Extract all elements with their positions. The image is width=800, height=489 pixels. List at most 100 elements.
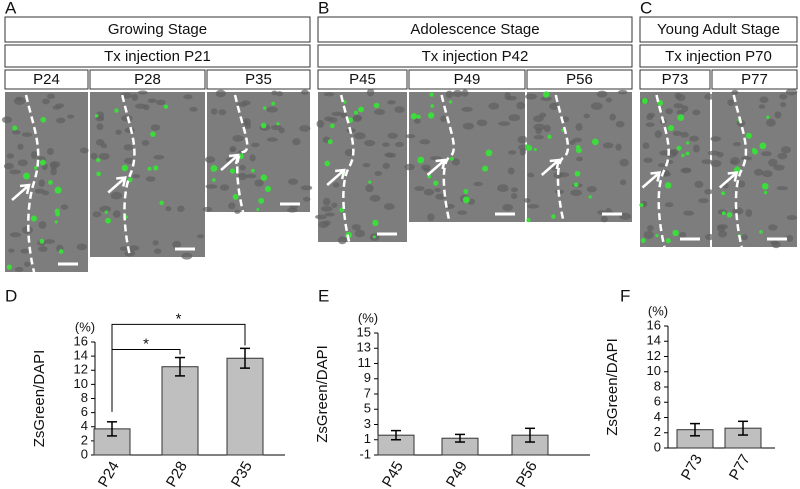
cell: [90, 152, 98, 160]
cell: [20, 248, 30, 254]
cell: [643, 231, 654, 239]
cell: [324, 212, 335, 217]
cell: [647, 225, 654, 232]
cell: [300, 185, 313, 191]
cell: [692, 109, 701, 116]
y-tick-label: 0: [654, 439, 661, 454]
x-tick-label: P45: [379, 458, 407, 489]
cell: [681, 105, 689, 113]
cell: [266, 106, 278, 113]
green-cell: [329, 123, 335, 129]
cell: [413, 117, 421, 124]
green-cell: [114, 108, 119, 113]
cell: [42, 98, 50, 105]
cell: [38, 179, 46, 187]
green-cell: [33, 166, 38, 170]
green-cell: [147, 166, 152, 171]
cell: [150, 124, 161, 131]
cell: [570, 189, 582, 196]
green-cell: [417, 156, 425, 164]
cell: [619, 158, 629, 167]
cell: [383, 203, 395, 210]
cell: [234, 209, 241, 214]
boundary: [554, 94, 570, 223]
cell: [670, 148, 679, 156]
x-tick-label: P28: [163, 458, 191, 489]
cell: [540, 96, 552, 102]
green-cell: [262, 106, 267, 110]
cell: [517, 135, 528, 144]
timepoint-label: P28: [134, 71, 161, 88]
boundary: [339, 94, 355, 243]
green-cell: [726, 212, 733, 218]
green-cell: [429, 92, 434, 97]
timepoint-label: P73: [662, 71, 689, 88]
cell: [364, 139, 376, 147]
cell: [145, 176, 156, 182]
cell: [704, 188, 713, 195]
green-cell: [721, 211, 726, 216]
cell: [609, 113, 616, 121]
green-cell: [752, 148, 758, 155]
green-cell: [105, 217, 111, 224]
green-cell: [665, 238, 671, 244]
cell: [271, 124, 282, 131]
cell: [323, 220, 331, 226]
cell: [95, 111, 105, 120]
cell: [266, 137, 278, 142]
cell: [701, 159, 714, 165]
panel-letter: F: [620, 286, 630, 305]
green-cell: [104, 210, 108, 214]
green-cell: [655, 234, 659, 238]
cell: [510, 193, 518, 200]
green-cell: [588, 195, 592, 199]
cell: [732, 207, 744, 215]
green-cell: [232, 193, 239, 200]
cell: [476, 119, 488, 127]
green-cell: [96, 157, 101, 163]
cell: [779, 93, 788, 100]
green-cell: [766, 115, 770, 119]
cell: [202, 206, 213, 212]
cell: [549, 102, 560, 110]
cell: [99, 205, 112, 213]
green-cell: [547, 134, 552, 139]
x-tick-label: P24: [95, 458, 123, 489]
cell: [153, 248, 162, 254]
cell: [758, 104, 766, 109]
cell: [76, 243, 88, 251]
cell: [716, 151, 724, 158]
green-cell: [96, 171, 101, 177]
panel-letter: C: [640, 0, 652, 17]
y-axis-label: ZsGreen/DAPI: [604, 338, 621, 436]
arrow: [107, 176, 127, 194]
cell: [249, 154, 256, 162]
panel-letter: B: [318, 0, 329, 17]
green-cell: [372, 219, 379, 227]
arrow: [540, 158, 561, 176]
cell: [508, 114, 521, 122]
cell: [254, 179, 264, 187]
cell: [445, 90, 454, 99]
cell: [680, 131, 689, 138]
cell: [733, 142, 741, 147]
injection-box: [639, 44, 798, 68]
boundary: [655, 94, 670, 248]
cell: [683, 210, 695, 216]
error-bar: [455, 433, 465, 443]
green-cell: [664, 182, 672, 189]
panel-letter: A: [5, 0, 17, 17]
cell: [38, 221, 47, 229]
timepoint-label: P45: [349, 71, 376, 88]
cell: [423, 188, 435, 196]
arrow: [326, 168, 346, 186]
cell: [172, 240, 182, 249]
green-cell: [256, 207, 260, 211]
timepoint-label: P49: [454, 71, 481, 88]
cell: [1, 116, 13, 124]
cell: [322, 197, 331, 206]
x-tick-label: P49: [443, 458, 471, 489]
cell: [535, 127, 542, 135]
y-tick-label: 7: [364, 385, 371, 400]
cell: [461, 106, 473, 112]
